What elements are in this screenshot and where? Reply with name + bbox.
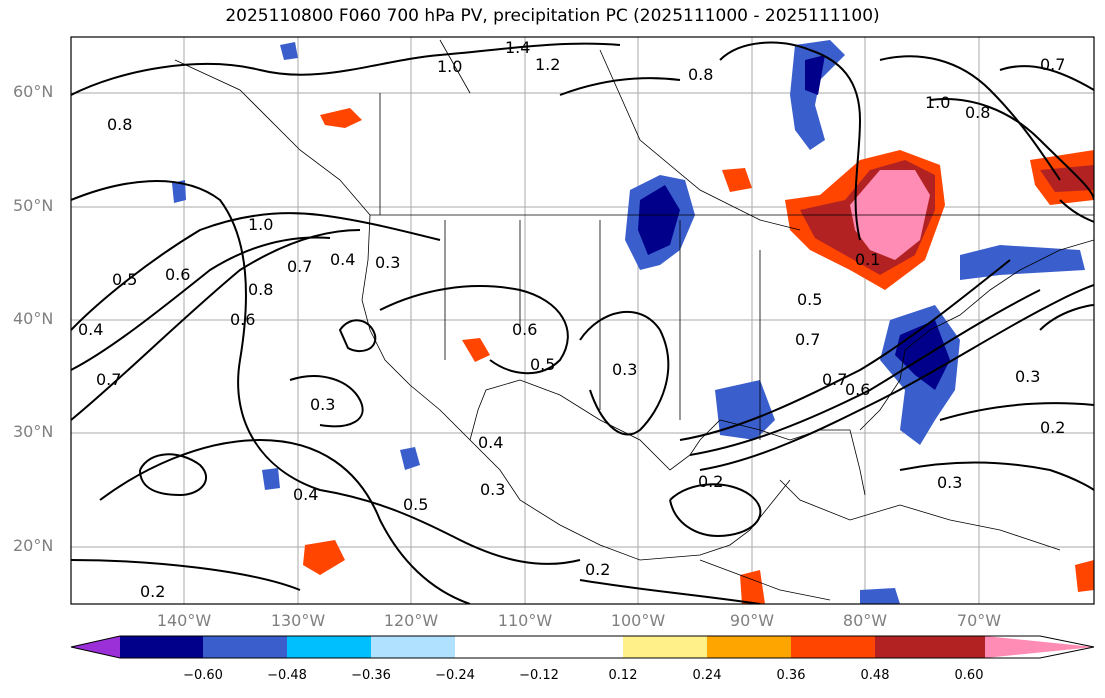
colorbar-segment bbox=[875, 636, 985, 658]
contour-label: 0.5 bbox=[112, 270, 137, 289]
colorbar-tick: 0.36 bbox=[776, 668, 806, 683]
colorbar-segment bbox=[120, 636, 203, 658]
contour-label: 0.5 bbox=[797, 290, 822, 309]
colorbar-tick: 0.12 bbox=[608, 668, 638, 683]
colorbar-tick: 0.60 bbox=[954, 668, 984, 683]
colorbar-segment bbox=[707, 636, 791, 658]
contour-label: 0.7 bbox=[1040, 55, 1065, 74]
lon-label: 90°W bbox=[729, 611, 775, 630]
contour-label: 0.3 bbox=[1015, 367, 1040, 386]
map-frame bbox=[70, 36, 1095, 605]
colorbar-segment bbox=[455, 636, 539, 658]
lat-label: 50°N bbox=[13, 196, 54, 215]
map-title: 2025110800 F060 700 hPa PV, precipitatio… bbox=[225, 6, 880, 26]
contour-label: 1.4 bbox=[505, 38, 530, 57]
contour-label: 0.3 bbox=[937, 473, 962, 492]
lon-label: 110°W bbox=[497, 611, 553, 630]
colorbar-segment bbox=[539, 636, 623, 658]
contour-label: 0.2 bbox=[698, 472, 723, 491]
colorbar-segment bbox=[623, 636, 707, 658]
lon-label: 100°W bbox=[610, 611, 666, 630]
contour-label: 0.3 bbox=[612, 360, 637, 379]
colorbar bbox=[70, 635, 1095, 659]
lat-label: 40°N bbox=[13, 309, 54, 328]
contour-label: 0.8 bbox=[688, 65, 713, 84]
contour-label: 0.7 bbox=[822, 370, 847, 389]
contour-label: 0.7 bbox=[795, 330, 820, 349]
contour-label: 0.4 bbox=[78, 320, 103, 339]
lat-label: 20°N bbox=[13, 536, 54, 555]
contour-label: 0.4 bbox=[478, 433, 503, 452]
contour-label: 0.4 bbox=[293, 485, 318, 504]
contour-label: 1.0 bbox=[437, 57, 462, 76]
contour-label: 0.8 bbox=[965, 103, 990, 122]
colorbar-tick: −0.48 bbox=[267, 668, 307, 683]
contour-label: 1.2 bbox=[535, 55, 560, 74]
contour-label: 0.6 bbox=[845, 380, 870, 399]
lat-label: 30°N bbox=[13, 422, 54, 441]
contour-label: 0.8 bbox=[248, 280, 273, 299]
contour-label: 0.5 bbox=[403, 495, 428, 514]
colorbar-tick: −0.12 bbox=[519, 668, 559, 683]
colorbar-segment bbox=[791, 636, 875, 658]
map-area bbox=[71, 37, 1094, 604]
contour-label: 0.3 bbox=[310, 395, 335, 414]
lon-label: 120°W bbox=[383, 611, 439, 630]
contour-label: 0.1 bbox=[855, 250, 880, 269]
lon-label: 130°W bbox=[270, 611, 326, 630]
contour-label: 1.0 bbox=[925, 93, 950, 112]
contour-label: 0.3 bbox=[375, 253, 400, 272]
contour-label: 0.2 bbox=[1040, 418, 1065, 437]
colorbar-tick: −0.36 bbox=[351, 668, 391, 683]
contour-label: 0.8 bbox=[107, 115, 132, 134]
colorbar-segment bbox=[203, 636, 287, 658]
lon-label: 80°W bbox=[842, 611, 888, 630]
lat-label: 60°N bbox=[13, 82, 54, 101]
contour-label: 0.6 bbox=[230, 310, 255, 329]
colorbar-tick: −0.24 bbox=[435, 668, 475, 683]
lon-label: 70°W bbox=[956, 611, 1002, 630]
contour-label: 0.7 bbox=[96, 370, 121, 389]
contour-label: 0.5 bbox=[530, 355, 555, 374]
contour-label: 0.6 bbox=[165, 265, 190, 284]
contour-label: 0.2 bbox=[140, 582, 165, 601]
pv-contours bbox=[71, 41, 1094, 604]
contour-label: 0.7 bbox=[287, 257, 312, 276]
colorbar-tick: −0.60 bbox=[183, 668, 223, 683]
contour-label: 1.0 bbox=[248, 215, 273, 234]
contour-label: 0.4 bbox=[330, 250, 355, 269]
colorbar-tick: 0.24 bbox=[692, 668, 722, 683]
colorbar-tick: 0.48 bbox=[860, 668, 890, 683]
contour-labels: 1.4 1.0 1.2 0.8 0.8 1.0 0.7 0.8 1.0 0.5 … bbox=[78, 38, 1065, 601]
contour-label: 0.3 bbox=[480, 480, 505, 499]
colorbar-segment bbox=[71, 636, 120, 658]
lon-label: 140°W bbox=[156, 611, 212, 630]
contour-label: 0.2 bbox=[585, 560, 610, 579]
colorbar-segment bbox=[985, 636, 1094, 658]
colorbar-segment bbox=[287, 636, 371, 658]
colorbar-segment bbox=[371, 636, 455, 658]
contour-label: 0.6 bbox=[512, 320, 537, 339]
